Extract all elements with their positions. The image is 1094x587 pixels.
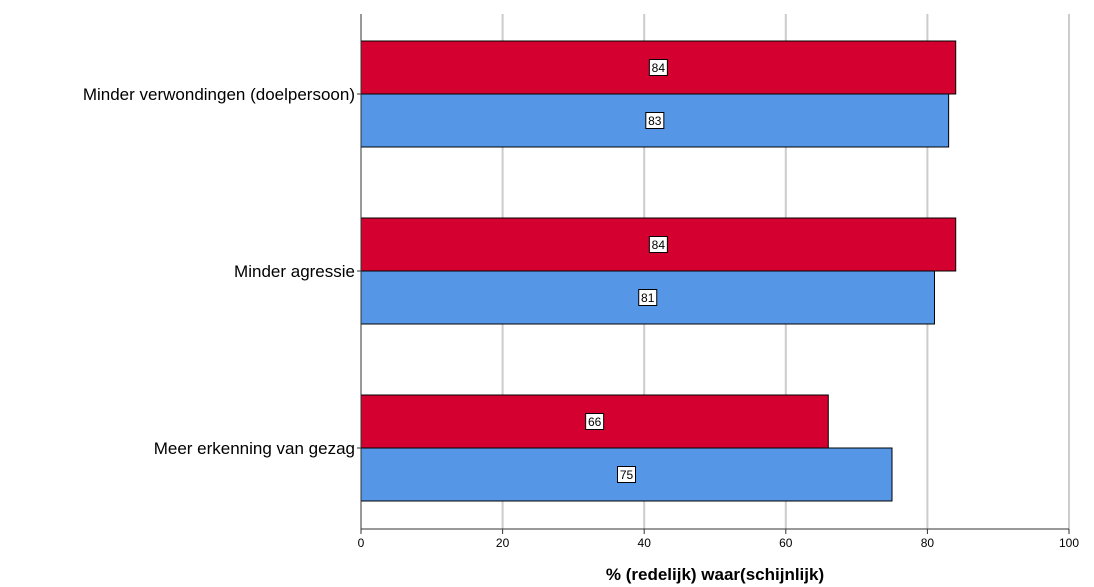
x-axis-title: % (redelijk) waar(schijnlijk) (606, 565, 824, 584)
category-label: Minder agressie (234, 262, 355, 281)
x-tick-label: 80 (921, 536, 935, 550)
x-tick-label: 40 (638, 536, 652, 550)
category-label: Meer erkenning van gezag (154, 439, 355, 458)
data-label-box (638, 289, 658, 306)
bars (360, 40, 957, 502)
x-tick-label: 0 (358, 536, 365, 550)
x-tick-label: 60 (779, 536, 793, 550)
data-label-box (648, 236, 668, 253)
data-label: 81 (641, 291, 655, 305)
data-label-box (585, 413, 605, 430)
data-label: 84 (652, 61, 666, 75)
data-label: 66 (588, 415, 602, 429)
data-label-box (648, 59, 668, 76)
data-label: 75 (620, 468, 634, 482)
data-label-box (617, 466, 636, 483)
data-label: 83 (648, 114, 662, 128)
x-tick-label: 20 (496, 536, 510, 550)
x-tick-label: 100 (1059, 536, 1079, 550)
category-label: Minder verwondingen (doelpersoon) (83, 85, 355, 104)
axes (357, 14, 1070, 534)
data-label-box (645, 112, 665, 129)
labels: 0 20 40 60 80 100 Minder verwondingen (doelper… (83, 59, 1079, 550)
data-label: 84 (652, 238, 666, 252)
